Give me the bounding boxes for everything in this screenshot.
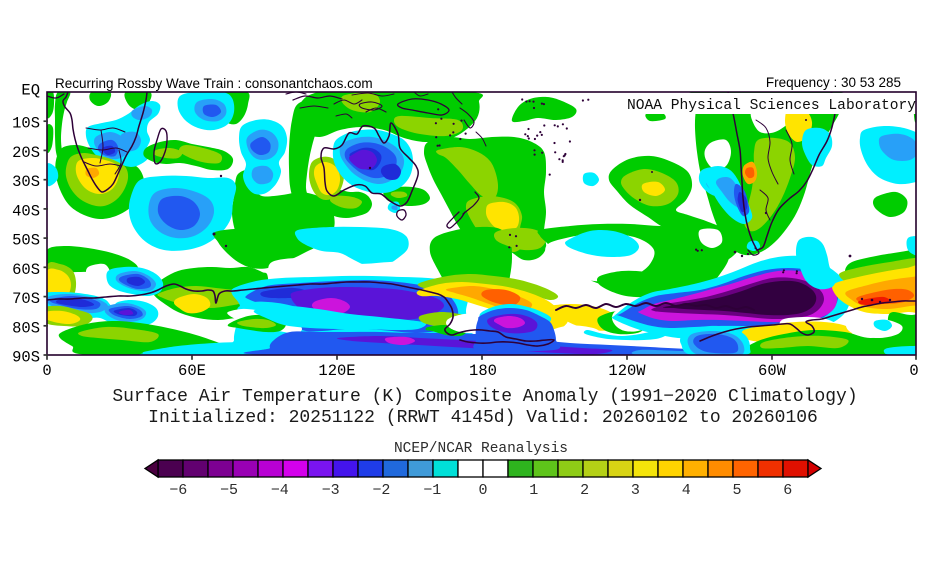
svg-text:2: 2 [580,482,589,499]
svg-text:3: 3 [631,482,640,499]
svg-text:NOAA Physical Sciences Laborat: NOAA Physical Sciences Laboratory [627,98,916,114]
svg-text:Surface Air Temperature (K) Co: Surface Air Temperature (K) Composite An… [112,387,857,407]
svg-text:30S: 30S [12,173,40,191]
svg-text:Frequency : 30 53 285: Frequency : 30 53 285 [766,75,901,90]
svg-text:Recurring Rossby Wave Train :: Recurring Rossby Wave Train : consonantc… [55,76,373,91]
svg-text:120E: 120E [318,362,355,380]
svg-text:0: 0 [42,362,51,380]
svg-text:Initialized: 20251122 (RRWT 41: Initialized: 20251122 (RRWT 4145d) Valid… [148,408,818,428]
svg-text:90S: 90S [12,349,40,367]
svg-text:60S: 60S [12,261,40,279]
svg-text:EQ: EQ [21,82,40,100]
svg-text:0: 0 [909,362,918,380]
svg-text:70S: 70S [12,290,40,308]
svg-text:−5: −5 [220,482,238,499]
svg-text:4: 4 [682,482,691,499]
svg-text:80S: 80S [12,319,40,337]
svg-text:NCEP/NCAR Reanalysis: NCEP/NCAR Reanalysis [394,441,568,457]
svg-text:20S: 20S [12,144,40,162]
svg-text:−3: −3 [322,482,340,499]
svg-text:0: 0 [478,482,487,499]
svg-text:−2: −2 [372,482,390,499]
svg-text:5: 5 [732,482,741,499]
svg-text:50S: 50S [12,232,40,250]
svg-text:60E: 60E [178,362,206,380]
svg-text:−1: −1 [423,482,441,499]
svg-text:−6: −6 [169,482,187,499]
svg-text:180: 180 [469,362,497,380]
svg-text:60W: 60W [758,362,787,380]
svg-text:120W: 120W [608,362,646,380]
svg-text:40S: 40S [12,202,40,220]
svg-text:1: 1 [529,482,538,499]
svg-text:−4: −4 [271,482,289,499]
svg-text:10S: 10S [12,115,40,133]
svg-text:6: 6 [783,482,792,499]
